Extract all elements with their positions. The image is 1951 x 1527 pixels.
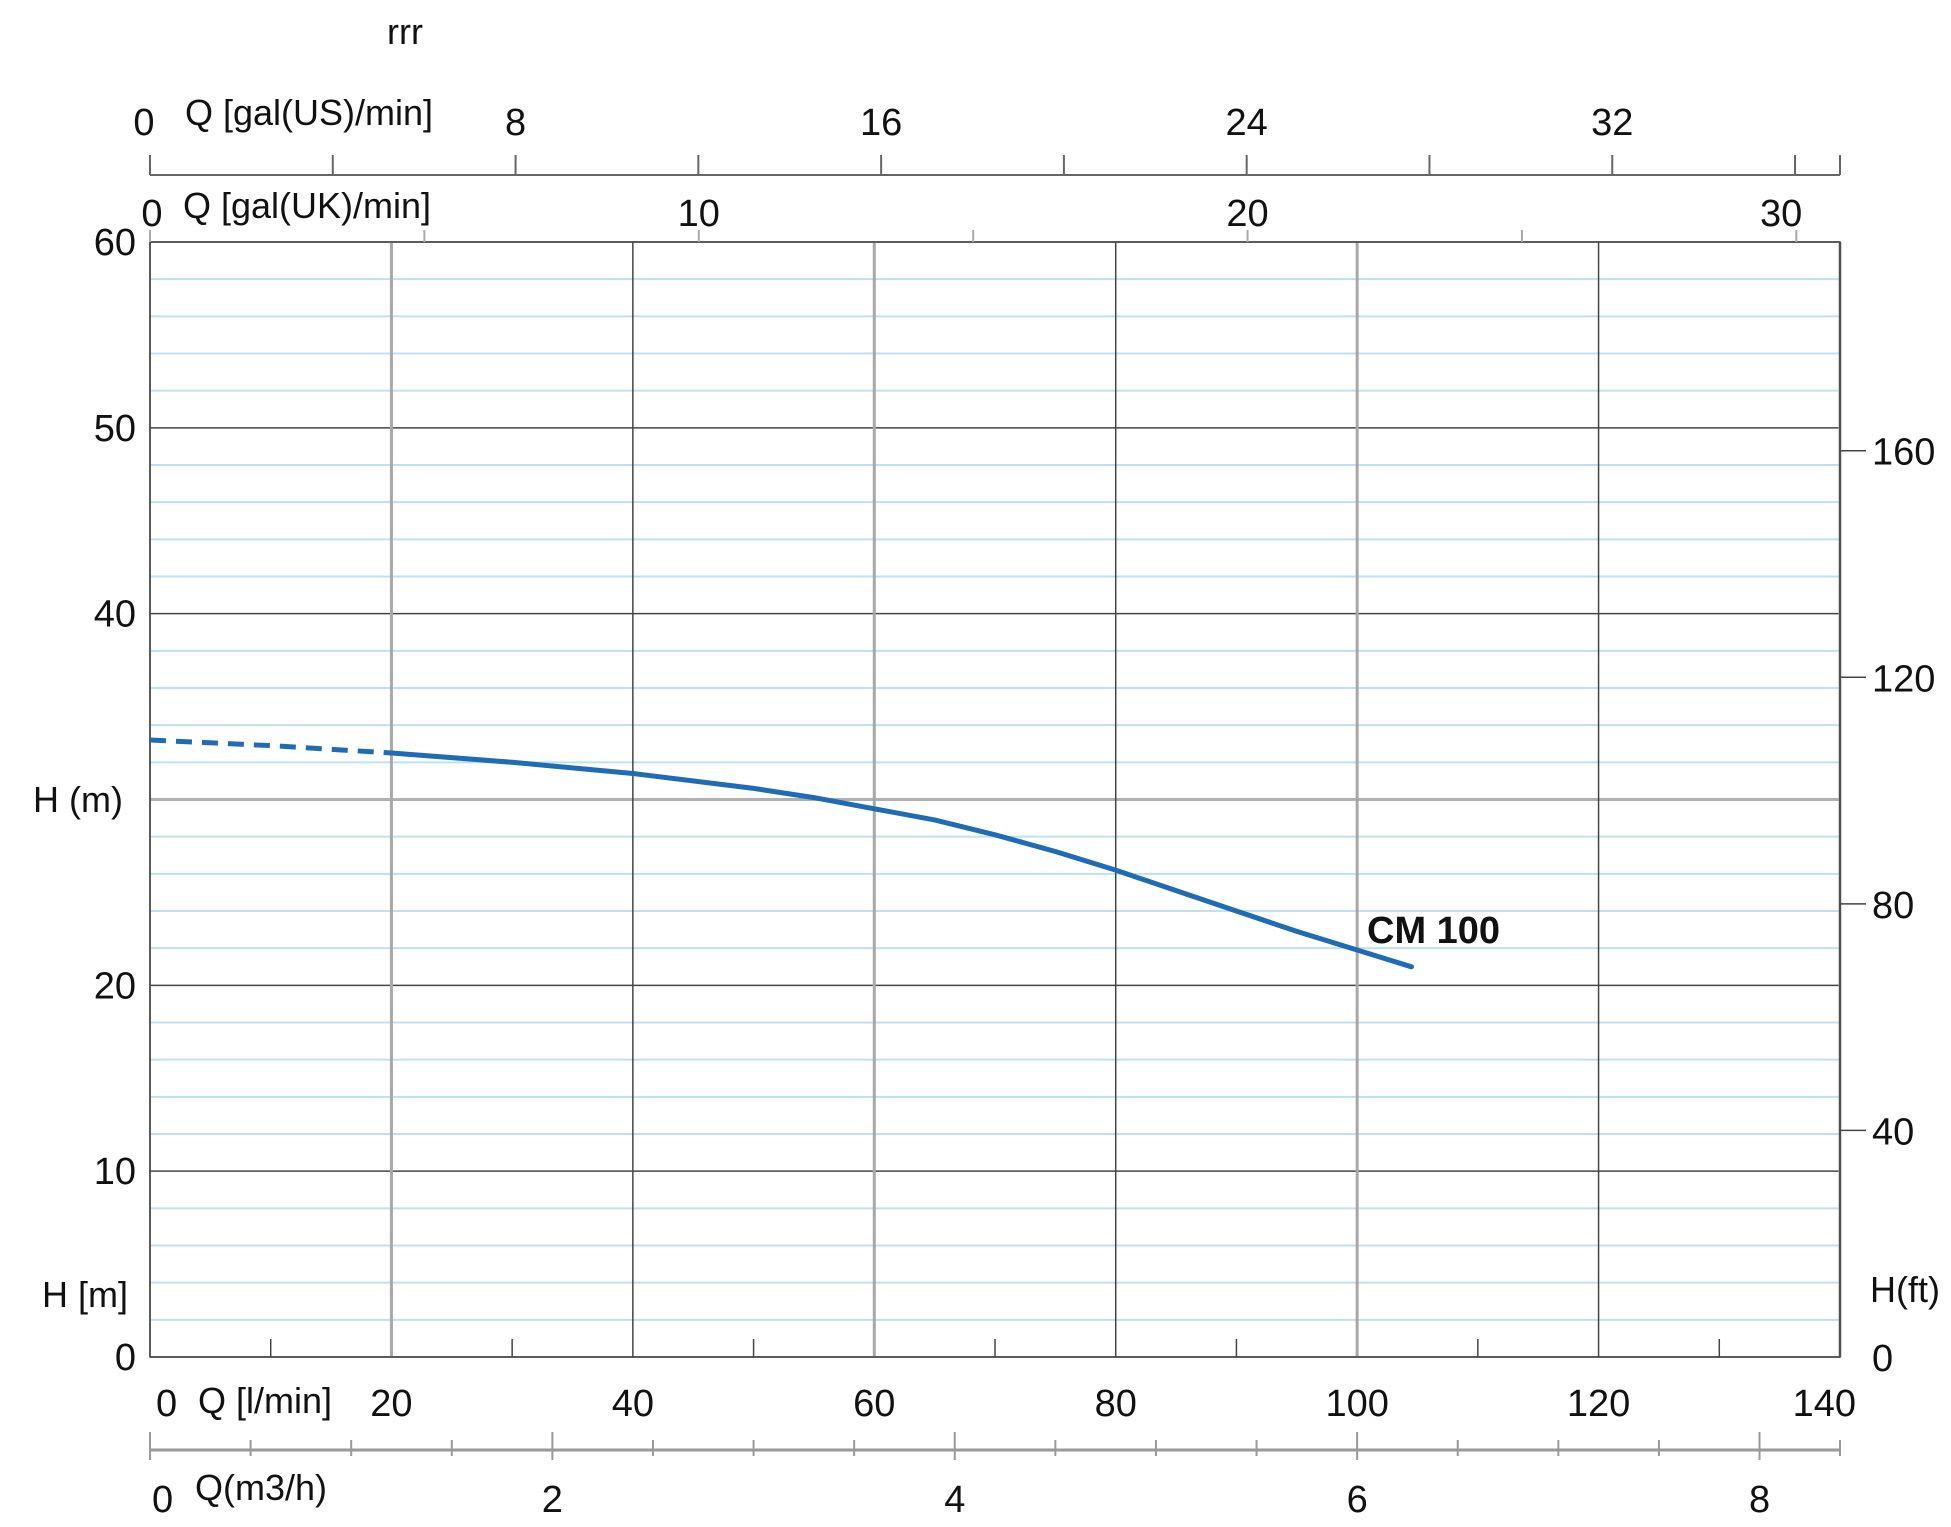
top-gal-us-axis-label: Q [gal(US)/min] xyxy=(185,92,433,133)
gal-us-tick-label: 0 xyxy=(133,102,154,144)
x-axis-label: Q [l/min] xyxy=(198,1380,332,1421)
gal-uk-tick-label: 10 xyxy=(678,193,720,235)
right-tick-label: 80 xyxy=(1872,885,1914,927)
gal-us-tick-label: 8 xyxy=(505,102,526,144)
x-tick-label: 140 xyxy=(1793,1383,1856,1425)
y-tick-label: 60 xyxy=(94,222,136,264)
chart-title: rrr xyxy=(387,11,423,52)
right-tick-label: 40 xyxy=(1872,1111,1914,1153)
x-tick-label: 100 xyxy=(1325,1383,1388,1425)
y-tick-label: 40 xyxy=(94,594,136,636)
x-tick-label: 80 xyxy=(1095,1383,1137,1425)
right-tick-label: 160 xyxy=(1872,432,1935,474)
y-axis-label: H (m) xyxy=(33,779,123,820)
bottom-m3h-axis-label: Q(m3/h) xyxy=(195,1467,327,1508)
label-layer: rrr H (m) H [m] H(ft) Q [l/min] Q(m3/h) … xyxy=(33,11,1940,1508)
m3h-tick-label: 6 xyxy=(1347,1479,1368,1521)
y-tick-label: 10 xyxy=(94,1151,136,1193)
y-tick-label: 50 xyxy=(94,408,136,450)
m3h-tick-label: 2 xyxy=(542,1479,563,1521)
y-unit-label: H [m] xyxy=(42,1274,128,1315)
series-line-0 xyxy=(388,750,1414,970)
right-axis-label: H(ft) xyxy=(1870,1269,1940,1310)
gal-uk-tick-label: 30 xyxy=(1760,193,1802,235)
series-line-dashed-0 xyxy=(149,737,392,756)
series-label-cm100: CM 100 xyxy=(1367,910,1500,952)
right-tick-label: 120 xyxy=(1872,658,1935,700)
x-tick-label: 0 xyxy=(156,1383,177,1425)
gal-us-tick-label: 32 xyxy=(1591,102,1633,144)
gal-uk-tick-label: 0 xyxy=(141,193,162,235)
m3h-tick-label: 4 xyxy=(944,1479,965,1521)
x-tick-label: 60 xyxy=(853,1383,895,1425)
y-tick-label: 20 xyxy=(94,965,136,1007)
gal-us-tick-label: 24 xyxy=(1226,102,1268,144)
top-gal-uk-axis-label: Q [gal(UK)/min] xyxy=(183,185,431,226)
y-tick-label: 0 xyxy=(115,1337,136,1379)
x-tick-label: 20 xyxy=(370,1383,412,1425)
grid-layer xyxy=(149,241,1842,1358)
x-tick-label: 40 xyxy=(612,1383,654,1425)
m3h-tick-label: 0 xyxy=(152,1479,173,1521)
right-tick-label: 0 xyxy=(1872,1338,1893,1380)
series-layer xyxy=(149,737,1414,970)
gal-us-tick-label: 16 xyxy=(860,102,902,144)
m3h-tick-label: 8 xyxy=(1749,1479,1770,1521)
gal-uk-tick-label: 20 xyxy=(1226,193,1268,235)
x-tick-label: 120 xyxy=(1567,1383,1630,1425)
